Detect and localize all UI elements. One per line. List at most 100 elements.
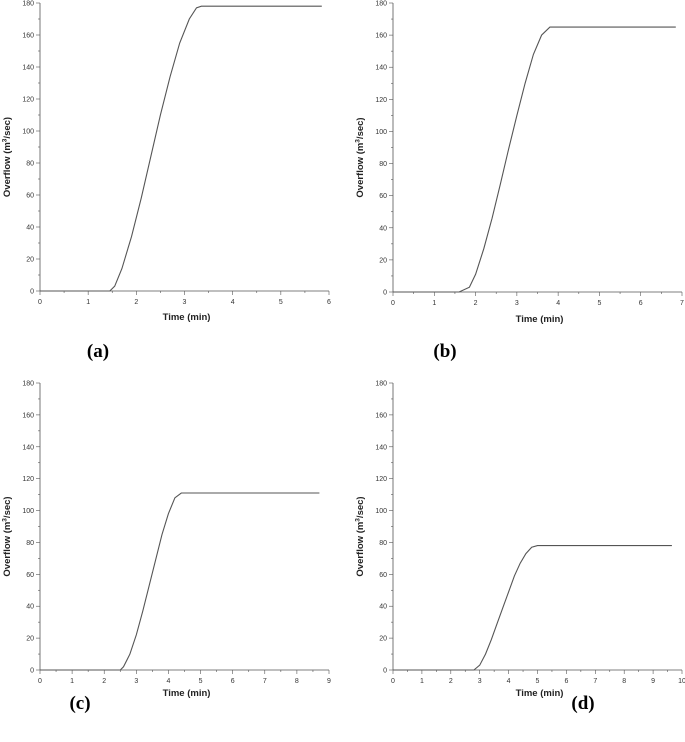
y-tick-label: 60: [26, 572, 34, 579]
x-tick-label: 5: [279, 299, 283, 306]
y-tick-label: 180: [375, 1, 387, 8]
series-line: [40, 492, 320, 671]
series-line: [393, 545, 672, 671]
x-axis-title: Time (min): [516, 688, 564, 699]
y-tick-label: 180: [375, 381, 387, 388]
x-tick-label: 5: [597, 300, 601, 307]
y-tick-label: 160: [22, 412, 34, 419]
y-tick-label: 180: [22, 1, 34, 8]
y-tick-label: 80: [26, 161, 34, 168]
x-tick-label: 0: [391, 678, 395, 685]
x-tick-label: 6: [327, 299, 331, 306]
y-tick-label: 0: [30, 289, 34, 296]
y-tick-label: 100: [375, 129, 387, 136]
series-line: [40, 5, 322, 292]
x-tick-label: 2: [474, 300, 478, 307]
y-axis-title-superscript: 3: [2, 138, 9, 142]
x-tick-label: 5: [536, 678, 540, 685]
x-tick-label: 3: [183, 299, 187, 306]
y-axis-title-tail: /sec): [2, 117, 13, 139]
y-axis-title-main: Overflow (m: [2, 142, 13, 197]
y-axis-title: Overflow (m3/sec): [2, 496, 14, 576]
x-tick-label: 6: [231, 678, 235, 685]
y-axis-title-main: Overflow (m: [355, 143, 366, 198]
x-tick-label: 1: [420, 678, 424, 685]
x-tick-label: 2: [102, 678, 106, 685]
panel-label: (b): [433, 341, 456, 362]
x-axis-title: Time (min): [163, 688, 211, 699]
x-tick-label: 7: [263, 678, 267, 685]
x-tick-label: 3: [515, 300, 519, 307]
y-tick-label: 20: [379, 257, 387, 264]
x-tick-label: 4: [166, 678, 170, 685]
x-tick-label: 3: [478, 678, 482, 685]
y-tick-label: 120: [375, 97, 387, 104]
y-tick-label: 100: [375, 508, 387, 515]
y-axis-title-main: Overflow (m: [2, 522, 13, 577]
x-tick-label: 0: [38, 678, 42, 685]
x-tick-label: 4: [556, 300, 560, 307]
y-tick-label: 0: [383, 290, 387, 297]
y-tick-label: 20: [379, 636, 387, 643]
y-axis-title: Overflow (m3/sec): [2, 117, 14, 197]
y-tick-label: 20: [26, 636, 34, 643]
y-tick-label: 120: [22, 476, 34, 483]
y-axis-title: Overflow (m3/sec): [355, 496, 367, 576]
x-tick-label: 6: [639, 300, 643, 307]
x-tick-label: 1: [70, 678, 74, 685]
x-tick-label: 1: [432, 300, 436, 307]
x-tick-label: 8: [295, 678, 299, 685]
x-tick-label: 1: [86, 299, 90, 306]
y-tick-label: 40: [379, 225, 387, 232]
x-tick-label: 5: [199, 678, 203, 685]
y-tick-label: 80: [379, 161, 387, 168]
y-axis-title-main: Overflow (m: [355, 522, 366, 577]
x-tick-label: 9: [327, 678, 331, 685]
y-tick-label: 80: [26, 540, 34, 547]
y-axis-title: Overflow (m3/sec): [355, 117, 367, 197]
y-tick-label: 0: [383, 668, 387, 675]
y-tick-label: 160: [375, 412, 387, 419]
chart-panel: 0 20 40 60 80 100 120 140 160 180 0 1 2 3 4 5 6 7 8 9 Time (…: [2, 381, 332, 715]
x-tick-label: 7: [680, 300, 684, 307]
y-tick-label: 0: [30, 668, 34, 675]
x-tick-label: 2: [134, 299, 138, 306]
chart-panel: 0 20 40 60 80 100 120 140 160 180 0 1 2 3 4 5 6 7 8 9 10 Time…: [355, 381, 685, 715]
y-tick-label: 120: [22, 97, 34, 104]
chart-panel: 0 20 40 60 80 100 120 140 160 180 0 1 2 3 4 5 6 Time (min…: [2, 1, 332, 363]
y-tick-label: 140: [375, 65, 387, 72]
y-tick-label: 160: [375, 33, 387, 40]
y-tick-label: 40: [26, 225, 34, 232]
panel-label: (a): [87, 341, 109, 362]
x-tick-label: 0: [38, 299, 42, 306]
x-tick-label: 7: [593, 678, 597, 685]
x-axis-title: Time (min): [516, 314, 564, 325]
series-line: [393, 26, 676, 293]
y-tick-label: 160: [22, 33, 34, 40]
y-tick-label: 20: [26, 257, 34, 264]
y-tick-label: 120: [375, 476, 387, 483]
y-tick-label: 40: [379, 604, 387, 611]
y-tick-label: 100: [22, 508, 34, 515]
y-axis-title-superscript: 3: [2, 518, 9, 522]
y-tick-label: 140: [22, 444, 34, 451]
y-tick-label: 60: [379, 193, 387, 200]
y-tick-label: 140: [375, 444, 387, 451]
x-tick-label: 0: [391, 300, 395, 307]
y-tick-label: 180: [22, 381, 34, 388]
y-axis-title-tail: /sec): [355, 496, 366, 518]
x-tick-label: 3: [134, 678, 138, 685]
x-axis-title: Time (min): [163, 312, 211, 323]
y-tick-label: 60: [26, 193, 34, 200]
x-tick-label: 6: [564, 678, 568, 685]
y-tick-label: 100: [22, 129, 34, 136]
x-tick-label: 4: [507, 678, 511, 685]
x-tick-label: 4: [231, 299, 235, 306]
x-tick-label: 2: [449, 678, 453, 685]
x-tick-label: 10: [678, 678, 685, 685]
panel-label: (c): [69, 693, 90, 714]
y-axis-title-tail: /sec): [355, 117, 366, 139]
y-tick-label: 80: [379, 540, 387, 547]
x-tick-label: 8: [622, 678, 626, 685]
